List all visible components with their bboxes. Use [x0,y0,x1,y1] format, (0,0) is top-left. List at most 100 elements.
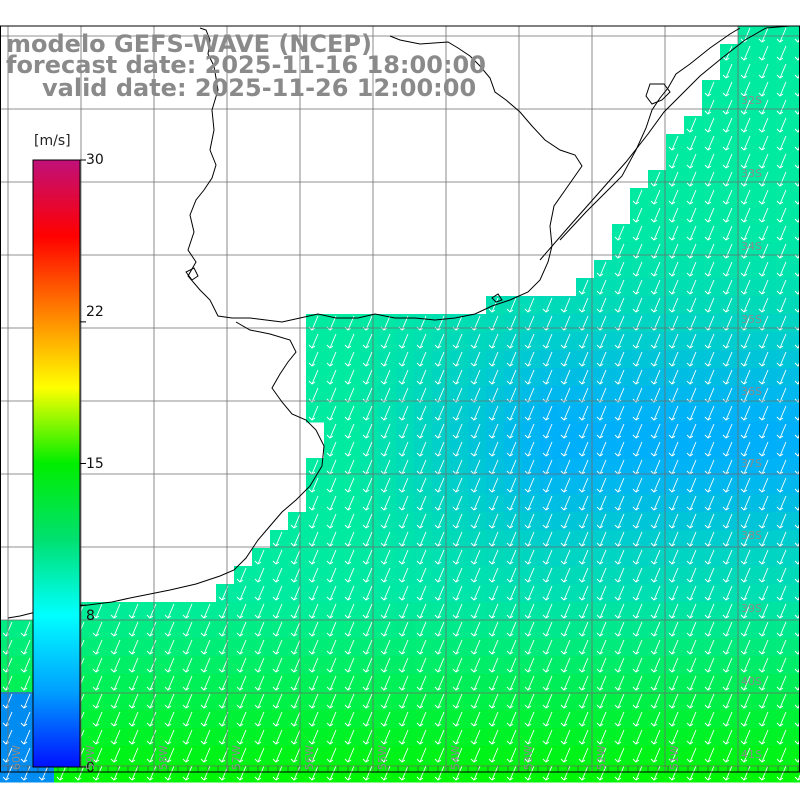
wind-arrow [725,135,733,151]
wind-arrow [545,711,553,727]
wind-arrow [293,657,301,673]
wind-arrow-head [524,578,532,583]
wind-arrow [203,765,211,781]
wind-arrow-head [596,416,604,421]
wind-arrow-head [488,740,496,745]
wind-arrow [275,621,283,637]
wind-arrow-head [344,434,352,439]
wind-arrow [689,405,697,421]
wind-arrow-head [200,614,208,619]
wind-arrow [635,369,643,385]
wind-arrow [365,405,373,421]
wind-arrow-head [704,254,712,259]
wind-arrow-head [434,524,442,529]
wind-arrow [725,153,733,169]
wind-arrow [689,441,697,457]
wind-arrow [455,477,463,493]
wind-arrow [617,531,625,547]
wind-arrow-head [794,686,800,691]
wind-arrow-head [128,704,136,709]
wind-arrow-head [596,506,604,511]
wind-arrow [509,297,517,313]
wind-arrow-head [758,56,766,61]
wind-arrow-head [722,344,730,349]
wind-arrow-head [344,632,352,637]
wind-arrow [707,243,715,259]
wind-arrow-head [524,758,532,763]
wind-arrow-head [704,668,712,673]
wind-arrow-head [794,182,800,187]
wind-arrow-head [740,146,748,151]
coastline-lagoa-shore [559,27,741,241]
wind-arrow [257,675,265,691]
wind-arrow [365,531,373,547]
wind-arrow [491,585,499,601]
wind-arrow-head [560,758,568,763]
wind-arrow-head [776,254,784,259]
wind-arrow-head [524,650,532,655]
wind-arrow [293,585,301,601]
wind-arrow-head [632,776,640,781]
wind-arrow [131,747,139,763]
wind-arrow [401,459,409,475]
wind-arrow-head [92,650,100,655]
wind-arrow [257,693,265,709]
wind-arrow-head [650,578,658,583]
wind-arrow-head [740,542,748,547]
wind-arrow [743,711,751,727]
wind-arrow [635,675,643,691]
wind-arrow-head [146,686,154,691]
wind-arrow [329,567,337,583]
wind-arrow-head [686,668,694,673]
wind-arrow [455,711,463,727]
wind-arrow-head [164,758,172,763]
wind-arrow-head [542,740,550,745]
wind-arrow [671,531,679,547]
wind-arrow-head [452,578,460,583]
wind-arrow-head [614,452,622,457]
wind-cell [792,206,800,225]
wind-arrow-head [686,380,694,385]
wind-arrow [671,171,679,187]
wind-arrow-head [326,542,334,547]
wind-arrow [581,657,589,673]
wind-arrow [383,549,391,565]
wind-arrow [383,405,391,421]
wind-arrow-head [704,578,712,583]
wind-arrow-head [326,740,334,745]
wind-arrow-head [632,488,640,493]
wind-arrow [779,693,787,709]
wind-arrow [509,423,517,439]
wind-arrow [293,747,301,763]
wind-arrow-head [704,362,712,367]
wind-arrow-head [254,596,262,601]
wind-arrow-head [110,704,118,709]
wind-arrow-head [128,776,136,781]
wind-arrow-head [362,722,370,727]
wind-arrow-head [164,650,172,655]
wind-cell [792,80,800,99]
wind-arrow [491,369,499,385]
wind-arrow-head [560,452,568,457]
wind-arrow [437,711,445,727]
wind-arrow-head [182,704,190,709]
wind-arrow-head [668,650,676,655]
wind-arrow-head [272,560,280,565]
wind-arrow [563,711,571,727]
wind-arrow-head [452,434,460,439]
wind-arrow-head [632,524,640,529]
wind-arrow-head [308,614,316,619]
wind-arrow-head [650,506,658,511]
wind-arrow-head [560,578,568,583]
wind-arrow-head [308,668,316,673]
wind-arrow [365,765,373,781]
wind-arrow [329,531,337,547]
wind-arrow [509,513,517,529]
wind-arrow-head [722,758,730,763]
wind-arrow-head [452,668,460,673]
wind-arrow [365,387,373,403]
wind-arrow-head [776,650,784,655]
wind-arrow-head [686,596,694,601]
wind-arrow [311,765,319,781]
